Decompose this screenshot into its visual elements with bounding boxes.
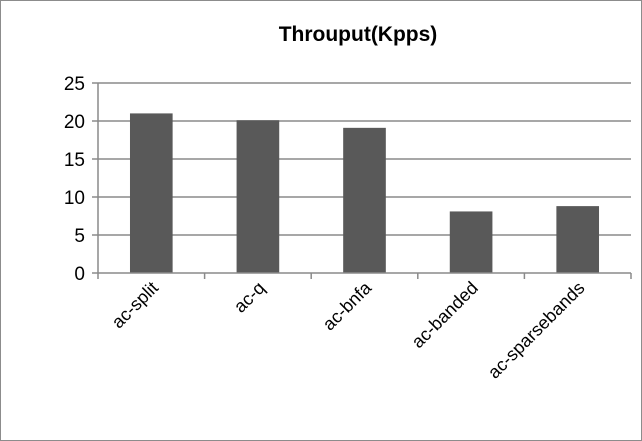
bar-ac-split (129, 113, 173, 274)
y-tick-label: 5 (74, 226, 85, 247)
x-tick-label: ac-bnfa (319, 277, 376, 334)
x-tick-label: ac-banded (408, 278, 482, 352)
bar-ac-banded (449, 211, 493, 273)
x-tick-labels: ac-split ac-q ac-bnfa ac-banded ac-sparseban… (108, 277, 589, 382)
bars (129, 113, 600, 274)
chart-title: Throuput(Kpps) (279, 23, 438, 46)
x-tick-label: ac-split (108, 278, 162, 332)
y-tick-labels: 0 5 10 15 20 25 (64, 74, 85, 285)
y-tick-label: 10 (64, 188, 85, 209)
bar-ac-bnfa (343, 127, 386, 273)
bar-ac-sparsebands (556, 206, 600, 273)
x-tick-label: ac-q (230, 278, 269, 317)
x-tick-label: ac-sparsebands (484, 278, 589, 383)
bar-ac-q (236, 120, 280, 274)
axes (92, 82, 632, 279)
y-tick-label: 0 (74, 264, 85, 285)
y-tick-label: 20 (64, 112, 85, 133)
y-tick-label: 15 (64, 150, 85, 171)
y-tick-label: 25 (64, 74, 85, 95)
